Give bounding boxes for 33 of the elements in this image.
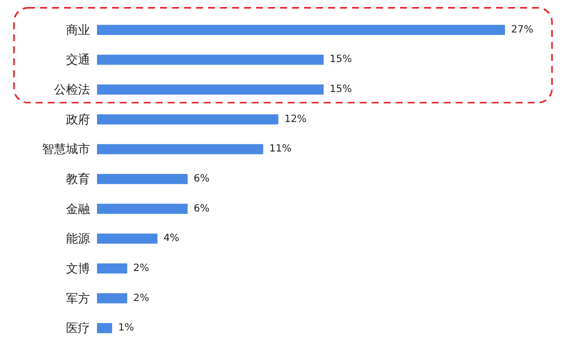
y-tick-label: 教育 [66,172,90,186]
y-tick-label: 文博 [66,261,90,276]
y-tick-label: 商业 [66,22,90,37]
y-tick-label: 智慧城市 [42,142,90,156]
y-tick-label: 交通 [66,52,90,67]
data-label: 2% [133,292,150,304]
y-tick-label: 公检法 [54,82,90,97]
y-tick-label: 能源 [66,232,90,246]
bar [97,234,158,244]
bar [97,293,128,304]
data-label: 4% [163,233,180,244]
y-tick-label: 政府 [66,112,90,126]
bar [97,54,324,65]
bar [97,174,188,184]
y-tick-label: 金融 [66,202,90,216]
bar [97,114,278,124]
data-label: 15% [330,84,352,96]
y-tick-label: 军方 [66,291,90,306]
data-label: 11% [269,144,292,155]
y-tick-label: 医疗 [66,321,90,336]
data-label: 6% [194,174,210,184]
bar [97,204,188,214]
data-label: 15% [330,54,352,66]
bar [97,263,128,274]
data-label: 6% [194,203,210,214]
data-label: 1% [118,322,134,334]
data-label: 27% [511,24,534,36]
data-label: 12% [284,114,307,125]
data-label: 2% [133,262,150,274]
bar [97,84,324,95]
bar [97,144,264,154]
bar [97,323,112,334]
bar [97,24,505,35]
